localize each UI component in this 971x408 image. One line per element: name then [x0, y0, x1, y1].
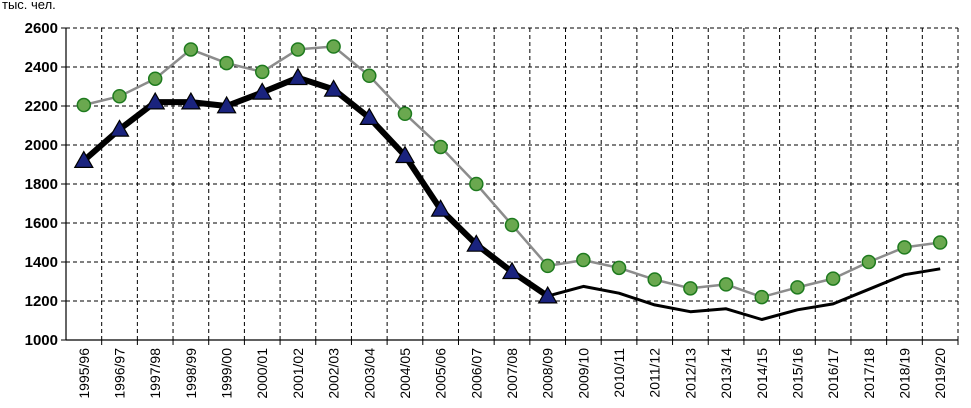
- x-tick-label: 2012/13: [682, 348, 698, 399]
- series-2-point: [109, 119, 130, 137]
- series-2-line-tail: [547, 267, 941, 321]
- y-tick-label: 1200: [25, 293, 58, 310]
- series-2-point: [430, 199, 451, 217]
- series-layer: [73, 39, 948, 321]
- x-tick-label: 2008/09: [540, 348, 556, 399]
- x-tick-label: 2004/05: [397, 348, 413, 399]
- series-1-point: [718, 277, 734, 292]
- x-tick-label: 2018/19: [896, 348, 912, 399]
- x-tick-label: 2006/07: [468, 348, 484, 399]
- x-tick-label: 2001/02: [290, 348, 306, 399]
- y-tick-label: 1800: [25, 176, 58, 193]
- x-tick-label: 2011/12: [647, 348, 663, 398]
- series-1-point: [897, 240, 912, 255]
- series-1-point: [825, 271, 841, 286]
- series-1-point: [362, 68, 377, 84]
- y-unit-label: тыс. чел.: [2, 0, 56, 12]
- series-2-point: [216, 95, 237, 114]
- x-tick-label: 2003/04: [361, 348, 377, 399]
- series-1-point: [861, 254, 877, 270]
- x-tick-label: 2014/15: [754, 348, 770, 399]
- x-tick-label: 2016/17: [825, 348, 841, 399]
- x-tick-label: 2007/08: [504, 348, 520, 399]
- x-tick-label: 2010/11: [611, 348, 627, 398]
- series-1-point: [433, 139, 448, 155]
- y-tick-label: 1000: [25, 332, 58, 349]
- series-1-point: [540, 258, 555, 274]
- series-2-point: [73, 150, 94, 168]
- series-1-point: [683, 281, 698, 296]
- y-tick-label: 2000: [25, 137, 58, 154]
- series-2-point: [394, 145, 416, 164]
- series-2-point: [252, 82, 273, 100]
- x-tick-label: 1996/97: [112, 348, 128, 399]
- series-2-point: [537, 285, 558, 304]
- series-2-point: [287, 67, 308, 86]
- series-1-point: [254, 64, 270, 80]
- y-tick-label: 1400: [25, 254, 58, 271]
- x-tick-label: 1998/99: [183, 348, 199, 399]
- series-1-point: [397, 106, 413, 122]
- y-axis-ticks: 1000 1200 1400 1600 1800 2000 2200 2400 2600: [25, 20, 58, 349]
- series-1-point: [647, 272, 662, 287]
- y-tick-label: 2600: [25, 20, 58, 37]
- series-1-point: [469, 176, 484, 192]
- x-tick-label: 1995/96: [76, 348, 92, 399]
- y-tick-label: 2200: [25, 98, 58, 115]
- series-2-line: [81, 74, 550, 299]
- series-1-point: [183, 42, 199, 57]
- series-2-point: [359, 107, 380, 126]
- series-1-point: [932, 235, 948, 250]
- series-1-point: [576, 252, 591, 268]
- x-tick-label: 2013/14: [718, 348, 734, 399]
- x-tick-label: 2005/06: [433, 348, 449, 399]
- axes: [61, 27, 959, 345]
- x-tick-label: 2015/16: [789, 348, 805, 399]
- series-1-point: [290, 42, 306, 57]
- series-1-point: [611, 260, 627, 276]
- x-tick-label: 2009/10: [575, 348, 591, 399]
- x-tick-label: 1999/00: [219, 348, 235, 399]
- series-1-point: [219, 55, 234, 71]
- grid: [66, 27, 959, 340]
- x-tick-label: 2002/03: [326, 348, 342, 399]
- series-1-point: [754, 289, 770, 305]
- series-1-point: [112, 89, 127, 104]
- x-axis-ticks: 1995/96 1996/97 1997/98 1998/99 1999/00 2000/…: [76, 348, 948, 399]
- x-tick-label: 2000/01: [254, 348, 270, 399]
- series-1-point: [790, 280, 805, 295]
- series-2-point: [501, 261, 523, 280]
- series-1-point: [147, 71, 163, 86]
- x-tick-label: 2019/20: [932, 348, 948, 399]
- y-tick-label: 2400: [25, 59, 58, 76]
- x-tick-label: 2017/18: [861, 348, 877, 399]
- series-1-point: [504, 217, 520, 233]
- x-tick-label: 1997/98: [147, 348, 163, 399]
- series-1-point: [76, 97, 92, 113]
- series-2-point: [466, 234, 487, 252]
- series-1-point: [326, 39, 341, 54]
- series-1-line: [83, 45, 941, 299]
- y-tick-label: 1600: [25, 215, 58, 232]
- series-2-point: [180, 91, 201, 110]
- series-2-point: [145, 91, 166, 110]
- series-2-point: [323, 79, 344, 97]
